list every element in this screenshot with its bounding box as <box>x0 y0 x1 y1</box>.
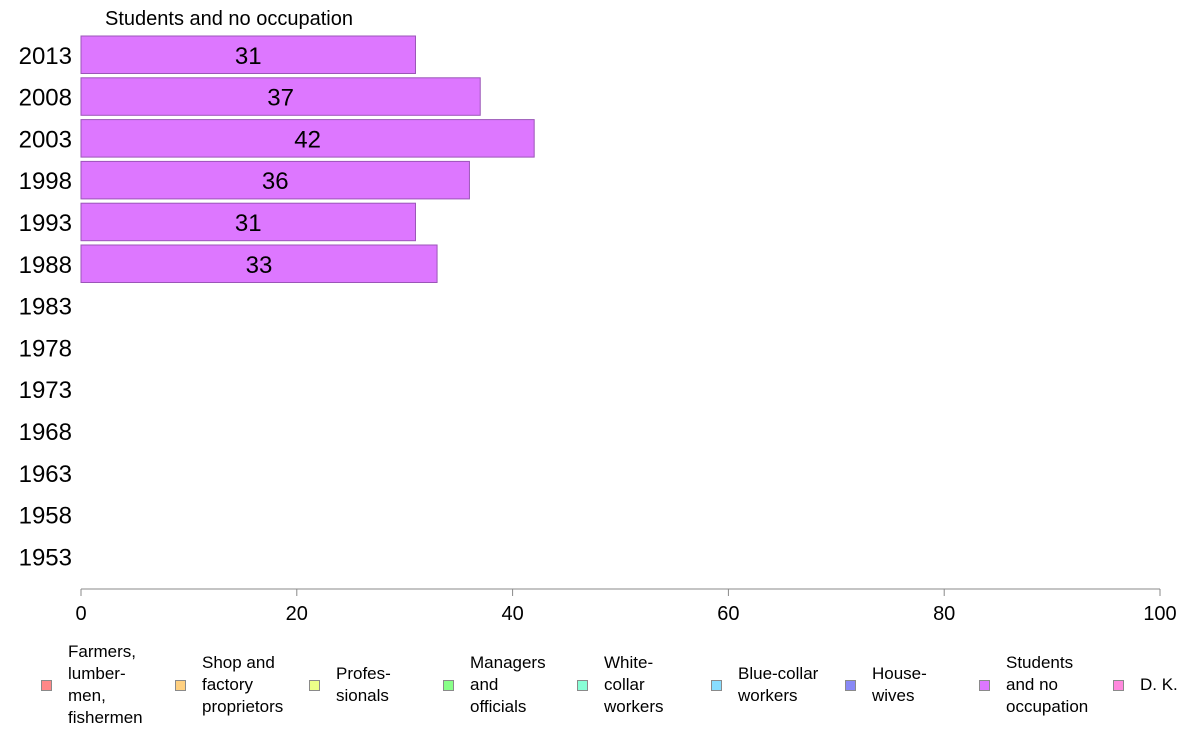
bar-value-label: 33 <box>246 252 273 279</box>
legend-item: Profes- sionals <box>309 640 391 730</box>
bar-value-label: 36 <box>262 168 289 195</box>
legend-label: Managers and officials <box>470 653 546 716</box>
y-tick-label: 1963 <box>19 461 72 488</box>
y-tick-label: 1968 <box>19 419 72 446</box>
legend-label: Farmers, lumber- men, fishermen <box>68 642 143 727</box>
x-tick-label: 80 <box>933 603 955 625</box>
y-tick-label: 2003 <box>19 126 72 153</box>
y-tick-label: 1983 <box>19 294 72 321</box>
legend-swatch <box>577 679 588 691</box>
bar <box>80 202 416 242</box>
legend: Farmers, lumber- men, fishermen Shop and … <box>0 640 1188 730</box>
bar <box>80 77 481 116</box>
y-tick-label: 2008 <box>19 85 72 112</box>
legend-item: Managers and officials <box>443 640 546 730</box>
bar-value-label: 31 <box>235 43 262 70</box>
legend-item: White- collar workers <box>577 640 664 730</box>
legend-swatch <box>845 679 856 691</box>
y-tick-label: 1973 <box>19 377 72 404</box>
bar <box>80 244 438 283</box>
bars <box>80 35 535 283</box>
x-axis: 0 20 40 60 80 100 <box>75 588 1177 625</box>
bar-value-label: 37 <box>267 85 294 112</box>
legend-label: Blue-collar workers <box>738 664 819 705</box>
x-tick-label: 0 <box>75 603 86 625</box>
x-tick-label: 40 <box>501 603 523 625</box>
legend-swatch <box>1113 679 1124 691</box>
y-tick-label: 1993 <box>19 210 72 237</box>
legend-item: Shop and factory proprietors <box>175 640 283 730</box>
bar <box>80 119 535 158</box>
x-tick-label: 100 <box>1143 603 1176 625</box>
legend-swatch <box>309 679 320 691</box>
legend-label: House- wives <box>872 664 927 705</box>
y-axis-labels: 2013 2008 2003 1998 1993 1988 1983 1978 1973 1968… <box>19 43 72 572</box>
bar-value-label: 31 <box>235 210 262 237</box>
legend-swatch <box>175 679 186 691</box>
legend-item: Students and no occupation <box>979 640 1088 730</box>
y-tick-label: 1978 <box>19 335 72 362</box>
y-tick-label: 1998 <box>19 168 72 195</box>
x-tick-label: 20 <box>286 603 308 625</box>
legend-swatch <box>443 679 454 691</box>
x-tick-label: 60 <box>717 603 739 625</box>
y-tick-label: 1958 <box>19 503 72 530</box>
legend-label: Students and no occupation <box>1006 653 1089 716</box>
y-tick-label: 1988 <box>19 252 72 279</box>
legend-label: White- collar workers <box>604 653 664 716</box>
legend-swatch <box>41 679 52 691</box>
y-tick-label: 2013 <box>19 43 72 70</box>
legend-item: Blue-collar workers <box>711 640 818 730</box>
bar-value-label: 42 <box>294 126 321 153</box>
bar <box>80 160 470 200</box>
legend-label: Profes- sionals <box>336 664 391 705</box>
legend-item: Farmers, lumber- men, fishermen <box>41 640 143 730</box>
chart-title: Students and no occupation <box>105 8 353 30</box>
legend-item: House- wives <box>845 640 927 730</box>
legend-swatch <box>979 679 990 691</box>
legend-swatch <box>711 679 722 691</box>
legend-label: D. K. <box>1140 675 1178 694</box>
bar <box>80 35 416 74</box>
legend-item: D. K. <box>1113 640 1178 730</box>
chart: Students and no occupation 2013200820031… <box>19 8 1177 625</box>
y-tick-label: 1953 <box>19 544 72 571</box>
legend-label: Shop and factory proprietors <box>202 653 284 716</box>
